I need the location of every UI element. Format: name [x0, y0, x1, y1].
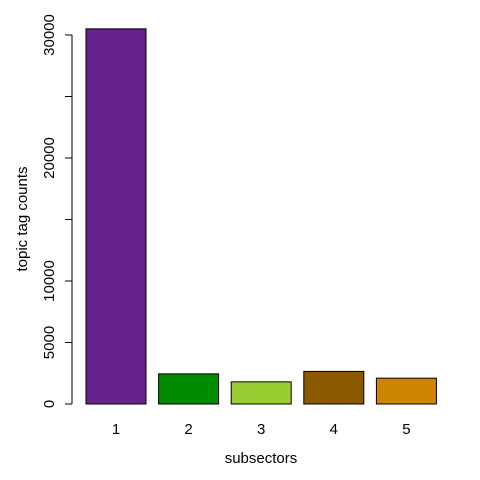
bar-2 [158, 373, 220, 405]
bar-3 [230, 381, 292, 405]
x-axis-title: subsectors [225, 450, 298, 467]
y-tick-label-30000: 30000 [41, 14, 58, 56]
x-tick-label-4: 4 [330, 421, 338, 438]
y-tick-label-5000: 5000 [41, 326, 58, 359]
x-tick-label-2: 2 [184, 421, 192, 438]
x-tick-label-1: 1 [112, 421, 120, 438]
y-axis: 0 5000 10000 20000 30000 [41, 14, 73, 408]
bar-1 [85, 28, 147, 405]
y-tick-label-0: 0 [41, 400, 58, 408]
x-tick-label-3: 3 [257, 421, 265, 438]
x-tick-label-5: 5 [402, 421, 410, 438]
y-axis-title: topic tag counts [14, 166, 31, 271]
bar-4 [303, 370, 365, 405]
y-tick-label-20000: 20000 [41, 137, 58, 179]
bars-group [85, 28, 437, 405]
x-tick-labels: 1 2 3 4 5 [112, 421, 411, 438]
bar-5 [375, 377, 437, 405]
y-tick-label-10000: 10000 [41, 260, 58, 302]
